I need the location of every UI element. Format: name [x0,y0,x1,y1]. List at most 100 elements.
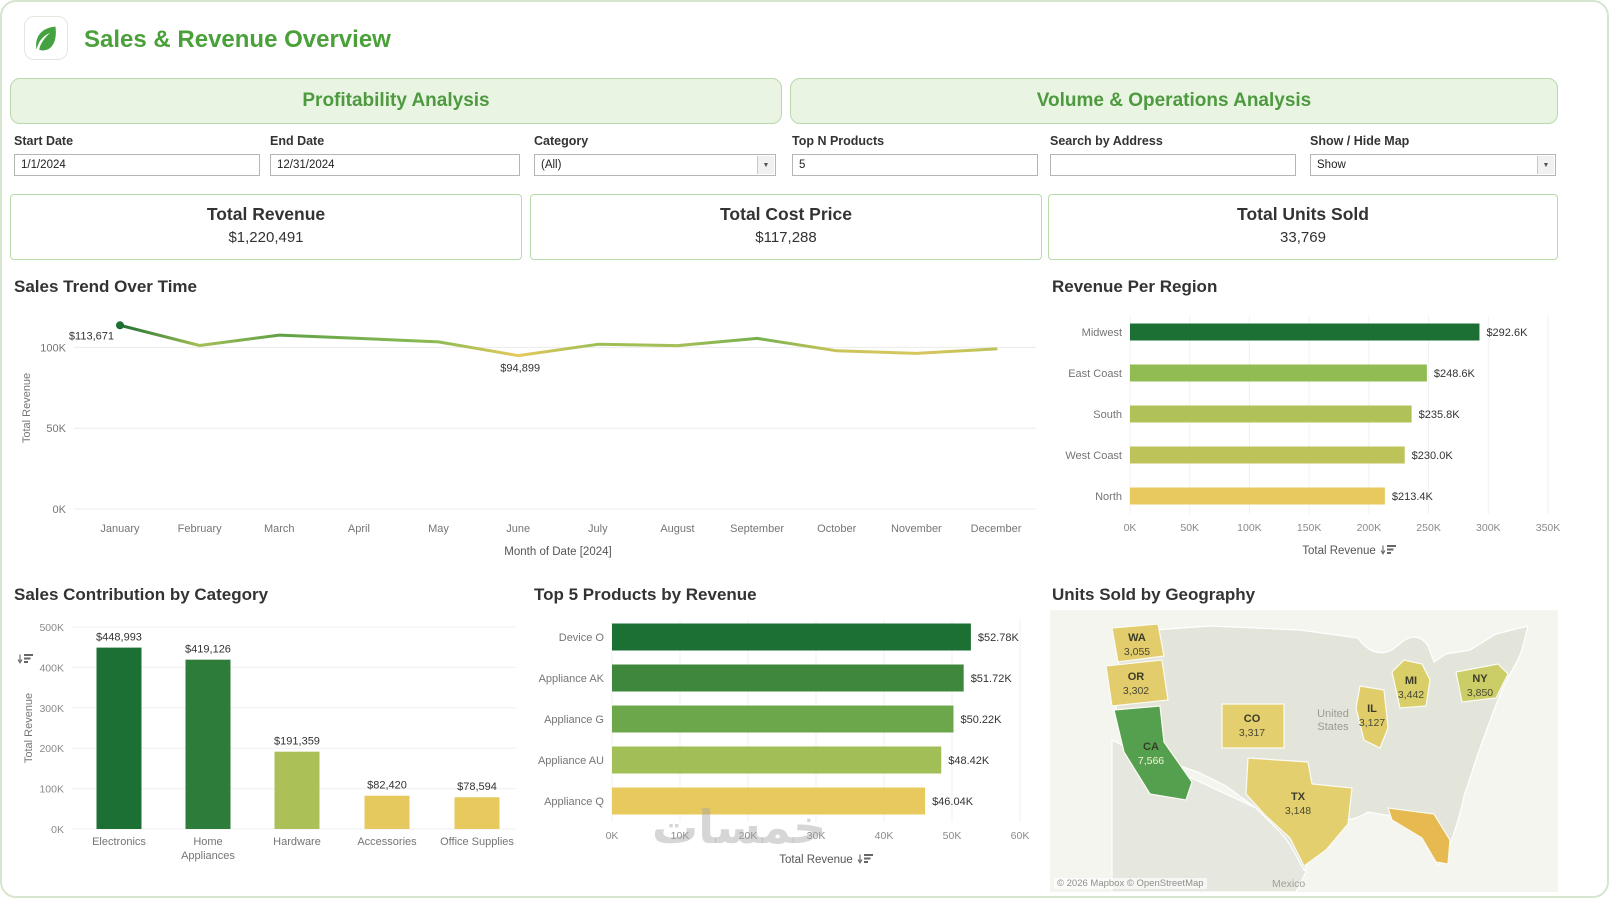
kpi-total-revenue: Total Revenue $1,220,491 [10,194,522,260]
svg-text:Office Supplies: Office Supplies [440,836,514,848]
trend-line[interactable] [118,323,998,358]
top-n-label: Top N Products [792,134,885,148]
mexico-label: Mexico [1272,878,1306,890]
svg-text:Electronics: Electronics [92,836,146,848]
trend-point-january[interactable] [116,321,124,330]
sort-icon[interactable] [17,654,33,664]
search-address-label: Search by Address [1050,134,1163,148]
svg-text:$113,671: $113,671 [69,330,114,342]
svg-text:200K: 200K [1357,522,1382,534]
svg-text:Month of Date [2024]: Month of Date [2024] [504,546,611,558]
sales-by-category-chart[interactable]: 0K 100K 200K 300K 400K 500K $448,993 Electronic… [10,608,522,892]
top-products-chart[interactable]: 0K 10K 20K 30K 40K 50K 60K Device O $52.78K Appli… [532,608,1044,892]
start-date-input[interactable] [14,154,260,176]
svg-text:Appliance AK: Appliance AK [539,673,605,685]
top-n-input[interactable] [792,154,1038,176]
tab-profitability-analysis[interactable]: Profitability Analysis [10,78,782,124]
kpi-title: Total Units Sold [1237,204,1369,224]
tab-volume-operations-analysis[interactable]: Volume & Operations Analysis [790,78,1558,124]
svg-text:3,442: 3,442 [1398,689,1424,701]
bar-east-coast[interactable] [1130,364,1427,382]
svg-text:0K: 0K [606,830,619,842]
svg-text:TX: TX [1291,791,1306,803]
svg-text:July: July [588,523,608,535]
bar-office-supplies[interactable] [454,797,500,829]
state-ny[interactable] [1455,663,1509,703]
category-selected-value: (All) [541,159,562,171]
bar-south[interactable] [1130,405,1412,423]
svg-text:$78,594: $78,594 [457,781,497,793]
page-title: Sales & Revenue Overview [84,26,391,53]
bar-appliance-g[interactable] [612,705,954,733]
bar-west-coast[interactable] [1130,446,1405,464]
svg-text:December: December [971,523,1022,535]
state-ca[interactable] [1113,705,1193,801]
sort-icon[interactable] [1380,545,1396,555]
svg-text:30K: 30K [807,830,826,842]
svg-text:$46.04K: $46.04K [932,796,974,808]
filter-start-date: Start Date [14,134,260,176]
chevron-down-icon[interactable]: ▼ [1537,156,1554,174]
svg-text:350K: 350K [1536,522,1561,534]
filter-map-toggle: Show / Hide Map Show ▼ [1310,134,1556,176]
svg-text:Hardware: Hardware [273,836,321,848]
kpi-total-cost-price: Total Cost Price $117,288 [530,194,1042,260]
bar-appliance-q[interactable] [612,787,926,815]
app-logo [24,16,68,60]
search-address-input[interactable] [1050,154,1296,176]
bar-appliance-ak[interactable] [612,664,964,692]
kpi-title: Total Cost Price [720,204,852,224]
bar-hardware[interactable] [274,751,320,829]
sales-trend-title: Sales Trend Over Time [14,277,197,296]
svg-text:Total Revenue: Total Revenue [779,854,853,866]
svg-text:3,127: 3,127 [1359,717,1385,729]
svg-text:50K: 50K [46,423,66,435]
svg-text:June: June [506,523,530,535]
state-tx[interactable] [1245,757,1353,867]
svg-text:May: May [428,523,449,535]
svg-text:Home: Home [193,836,222,848]
bar-midwest[interactable] [1130,323,1480,341]
bar-home-appliances[interactable] [185,659,231,829]
bar-north[interactable] [1130,487,1385,505]
filter-end-date: End Date [270,134,520,176]
svg-text:40K: 40K [875,830,894,842]
state-or[interactable] [1105,659,1169,707]
svg-text:Device O: Device O [559,632,605,644]
bar-appliance-au[interactable] [612,746,942,774]
bar-accessories[interactable] [364,795,410,829]
svg-text:10K: 10K [671,830,690,842]
svg-text:100K: 100K [40,342,66,354]
svg-text:NY: NY [1472,673,1488,685]
state-il[interactable] [1355,685,1389,749]
sort-icon[interactable] [857,854,873,864]
chevron-down-icon[interactable]: ▼ [757,156,774,174]
svg-text:November: November [891,523,942,535]
bar-electronics[interactable] [96,647,142,829]
kpi-total-units-sold: Total Units Sold 33,769 [1048,194,1558,260]
svg-text:$191,359: $191,359 [274,736,320,748]
svg-text:$448,993: $448,993 [96,632,142,644]
bar-device-o[interactable] [612,623,971,651]
svg-text:$213.4K: $213.4K [1392,491,1434,503]
state-co[interactable] [1221,703,1285,749]
svg-text:$48.42K: $48.42K [948,755,990,767]
sales-trend-chart[interactable]: 0K 50K 100K$113,671 $94,899 January February M… [10,302,1042,570]
category-select[interactable]: (All) ▼ [534,154,776,176]
svg-text:0K: 0K [1124,522,1137,534]
svg-text:Total Revenue: Total Revenue [23,693,35,763]
svg-text:100K: 100K [39,784,64,796]
state-mi[interactable] [1391,659,1431,709]
svg-text:100K: 100K [1237,522,1262,534]
state-wa[interactable] [1111,623,1165,663]
svg-text:South: South [1093,409,1122,421]
svg-text:September: September [730,523,784,535]
us-map[interactable]: WA 3,055 OR 3,302 CA 7,566 CO 3,317 IL 3,127 MI 3,4… [1050,610,1558,892]
filter-category: Category (All) ▼ [534,134,776,176]
revenue-per-region-chart[interactable]: 0K 50K 100K 150K 200K 250K 300K 350K Midwest $292… [1050,302,1561,570]
state-fl[interactable] [1387,807,1451,865]
svg-text:$230.0K: $230.0K [1412,450,1454,462]
end-date-input[interactable] [270,154,520,176]
units-sold-map[interactable]: WA 3,055 OR 3,302 CA 7,566 CO 3,317 IL 3,127 MI 3,4… [1050,610,1558,892]
map-toggle-select[interactable]: Show ▼ [1310,154,1556,176]
